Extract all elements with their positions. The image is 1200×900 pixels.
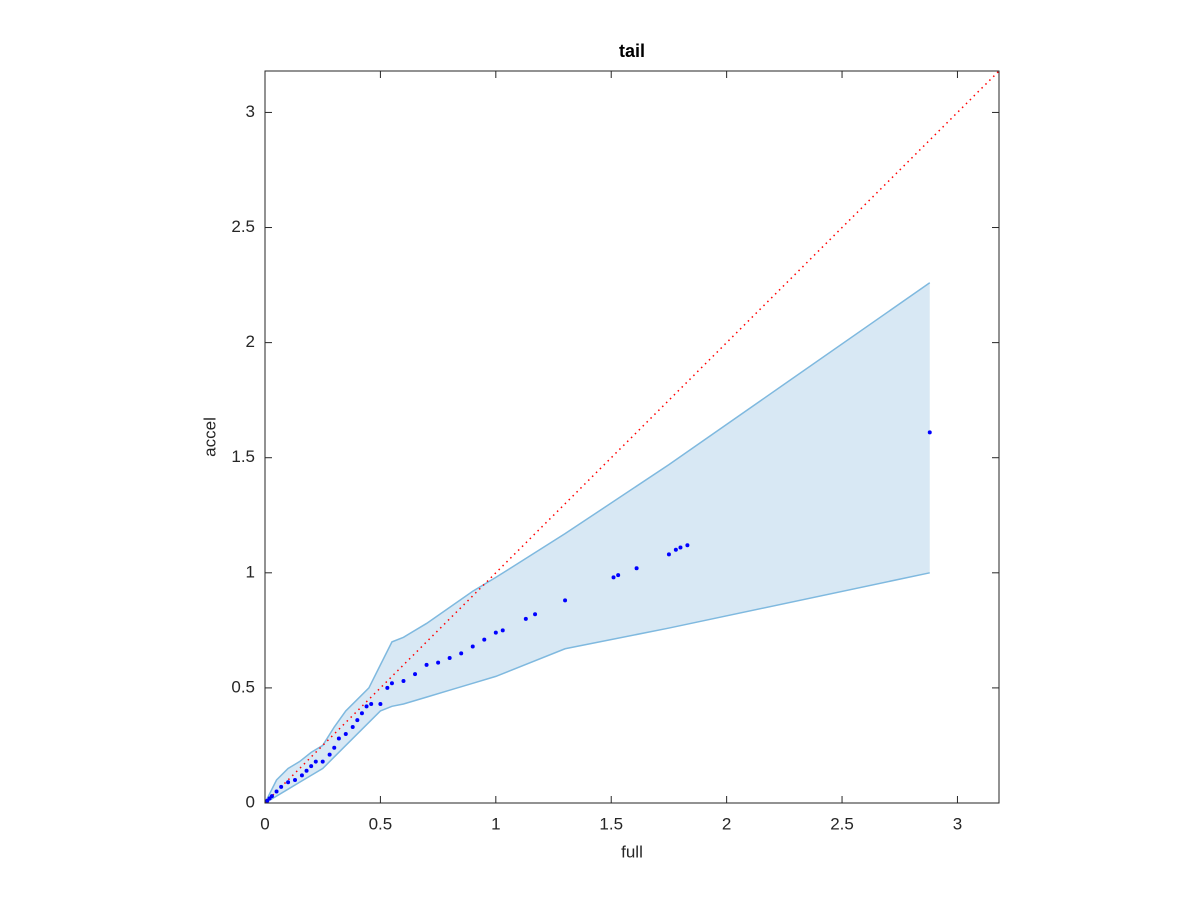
x-tick-label: 3 [953,814,962,833]
point [927,430,932,435]
point [286,780,291,785]
point [634,566,639,571]
y-tick-label: 0 [246,792,255,811]
point [500,628,505,633]
band-lower [264,572,930,804]
y-tick-label: 0.5 [231,677,255,696]
point [447,655,452,660]
x-tick-label: 0 [260,814,269,833]
point [359,711,364,716]
point [523,616,528,621]
point [685,543,690,548]
point [304,768,309,773]
point [666,552,671,557]
y-tick-label: 3 [246,102,255,121]
point [350,725,355,730]
point [299,773,304,778]
point [309,764,314,769]
point [533,612,538,617]
reference-line [264,70,1000,804]
point [378,702,383,707]
y-tick-label: 2.5 [231,217,255,236]
point [436,660,441,665]
band-fill [265,282,930,804]
point [673,547,678,552]
point [563,598,568,603]
point [369,702,374,707]
point [611,575,616,580]
x-tick-label: 0.5 [369,814,393,833]
x-tick-label: 2.5 [830,814,854,833]
point [385,685,390,690]
point [320,759,325,764]
point [274,789,279,794]
point [424,662,429,667]
y-axis-label: accel [200,417,219,457]
point [389,681,394,686]
point [459,651,464,656]
x-tick-label: 1.5 [599,814,623,833]
point [678,545,683,550]
y-tick-label: 1 [246,562,255,581]
point [355,718,360,723]
axes-box [264,70,1000,804]
point [616,573,621,578]
point [327,752,332,757]
point [279,784,284,789]
y-tick-label: 1.5 [231,447,255,466]
point [332,745,337,750]
point [313,759,318,764]
point [293,777,298,782]
x-axis-label: full [621,842,643,861]
point [269,794,274,799]
x-tick-label: 1 [491,814,500,833]
point [493,630,498,635]
x-tick-label: 2 [722,814,731,833]
point [401,679,406,683]
point [364,704,369,709]
point [336,736,341,741]
band-upper [264,282,931,804]
point [470,644,475,649]
point [343,731,348,736]
y-tick-label: 2 [246,332,255,351]
point [413,672,418,677]
chart-title: tail [619,41,645,61]
point [482,637,487,642]
